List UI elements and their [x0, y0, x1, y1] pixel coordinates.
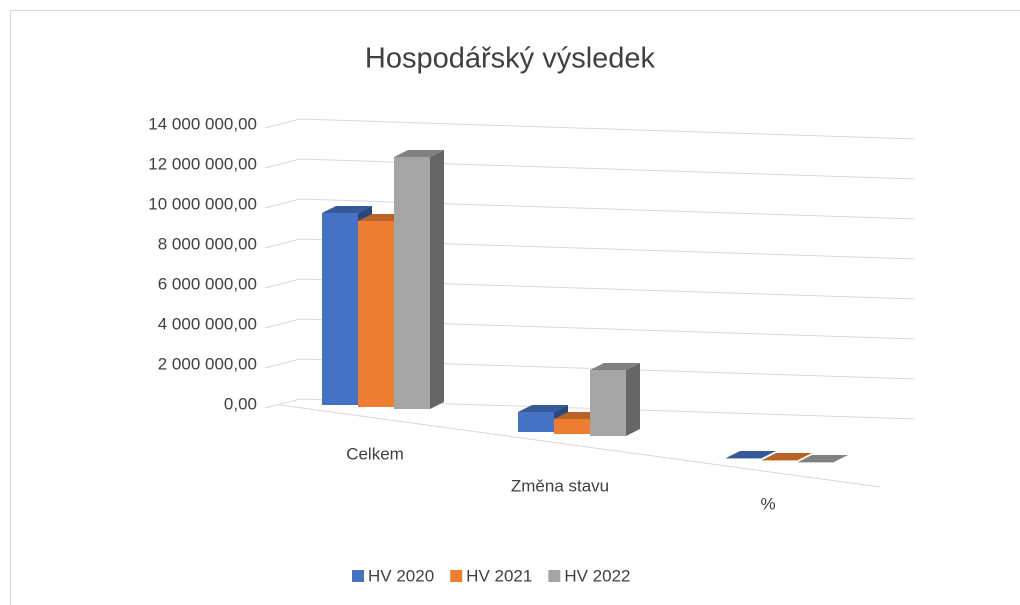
chart-frame [10, 10, 1020, 605]
grid-line [264, 198, 916, 220]
bar-front [518, 412, 554, 432]
legend-swatch [450, 570, 463, 582]
y-tick-label: 10 000 000,00 [148, 194, 257, 213]
legend-swatch [548, 570, 561, 582]
bar-front [322, 213, 358, 405]
bar [726, 451, 776, 459]
grid-line [264, 278, 916, 300]
y-tick-label: 6 000 000,00 [158, 274, 257, 293]
bar [762, 453, 812, 461]
grid-line [264, 318, 916, 340]
bar-side [430, 150, 444, 409]
y-tick-label: 0,00 [224, 394, 257, 413]
y-tick-label: 2 000 000,00 [158, 354, 257, 373]
floor-edge [279, 404, 881, 488]
bar-front [762, 460, 798, 461]
bar-top [798, 455, 848, 462]
x-tick-label: Celkem [346, 444, 404, 463]
bar-front [394, 157, 430, 409]
y-tick-label: 14 000 000,00 [148, 114, 257, 133]
bar-front [798, 462, 834, 463]
legend-label: HV 2020 [368, 566, 434, 585]
bar-top [762, 453, 812, 460]
y-tick-label: 8 000 000,00 [158, 234, 257, 253]
bar-top [590, 363, 640, 370]
x-tick-label: Změna stavu [511, 476, 609, 495]
bar-top [518, 405, 568, 412]
grid-line [264, 238, 916, 260]
bar-front [358, 221, 394, 407]
bar-front [726, 458, 762, 459]
grid-line [264, 158, 916, 180]
bar-top [394, 150, 444, 157]
chart-title: Hospodářský výsledek [365, 43, 656, 75]
y-tick-label: 12 000 000,00 [148, 154, 257, 173]
bar [394, 150, 444, 409]
x-tick-label: % [760, 494, 775, 513]
grid-line [264, 118, 916, 140]
bar-front [554, 419, 590, 434]
grid-line [264, 398, 916, 420]
bar-front [590, 370, 626, 436]
grid-line [264, 358, 916, 380]
legend-swatch [352, 570, 364, 582]
bar-top [322, 206, 372, 213]
bar [798, 455, 848, 463]
y-tick-label: 4 000 000,00 [158, 314, 257, 333]
bar-top [726, 451, 776, 458]
legend-label: HV 2021 [466, 566, 532, 585]
bar [590, 363, 640, 436]
bar-side [626, 363, 640, 436]
legend-label: HV 2022 [564, 566, 630, 585]
